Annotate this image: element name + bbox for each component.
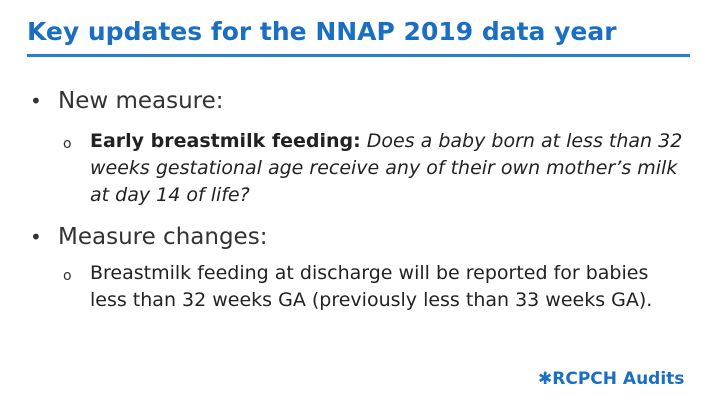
sub-bullet-marker: o (63, 268, 72, 284)
measure-name: Early breastmilk feeding: (90, 130, 361, 152)
rcpch-audits-logo: ✱RCPCH Audits (538, 369, 684, 389)
logo-brand: RCPCH (552, 369, 617, 389)
title-underline (27, 54, 690, 57)
bullet-label: Measure changes: (58, 224, 268, 250)
bullet-new-measure: • New measure: (30, 88, 224, 114)
bullet-dot: • (30, 89, 42, 113)
rcpch-star-icon: ✱ (538, 369, 553, 389)
sub-bullet-breastmilk-discharge: o Breastmilk feeding at discharge will b… (63, 260, 683, 314)
bullet-dot: • (30, 225, 42, 249)
sub-bullet-early-breastmilk: o Early breastmilk feeding: Does a baby … (63, 128, 683, 209)
measure-question: Does a baby born at less than 32 weeks g… (90, 130, 683, 206)
bullet-label: New measure: (58, 88, 224, 114)
sub-bullet-text: Breastmilk feeding at discharge will be … (90, 262, 653, 311)
slide-title: Key updates for the NNAP 2019 data year (27, 17, 617, 46)
sub-bullet-marker: o (63, 136, 72, 152)
sub-bullet-text: Early breastmilk feeding: Does a baby bo… (90, 128, 683, 209)
bullet-measure-changes: • Measure changes: (30, 224, 267, 250)
logo-suffix: Audits (622, 369, 685, 389)
